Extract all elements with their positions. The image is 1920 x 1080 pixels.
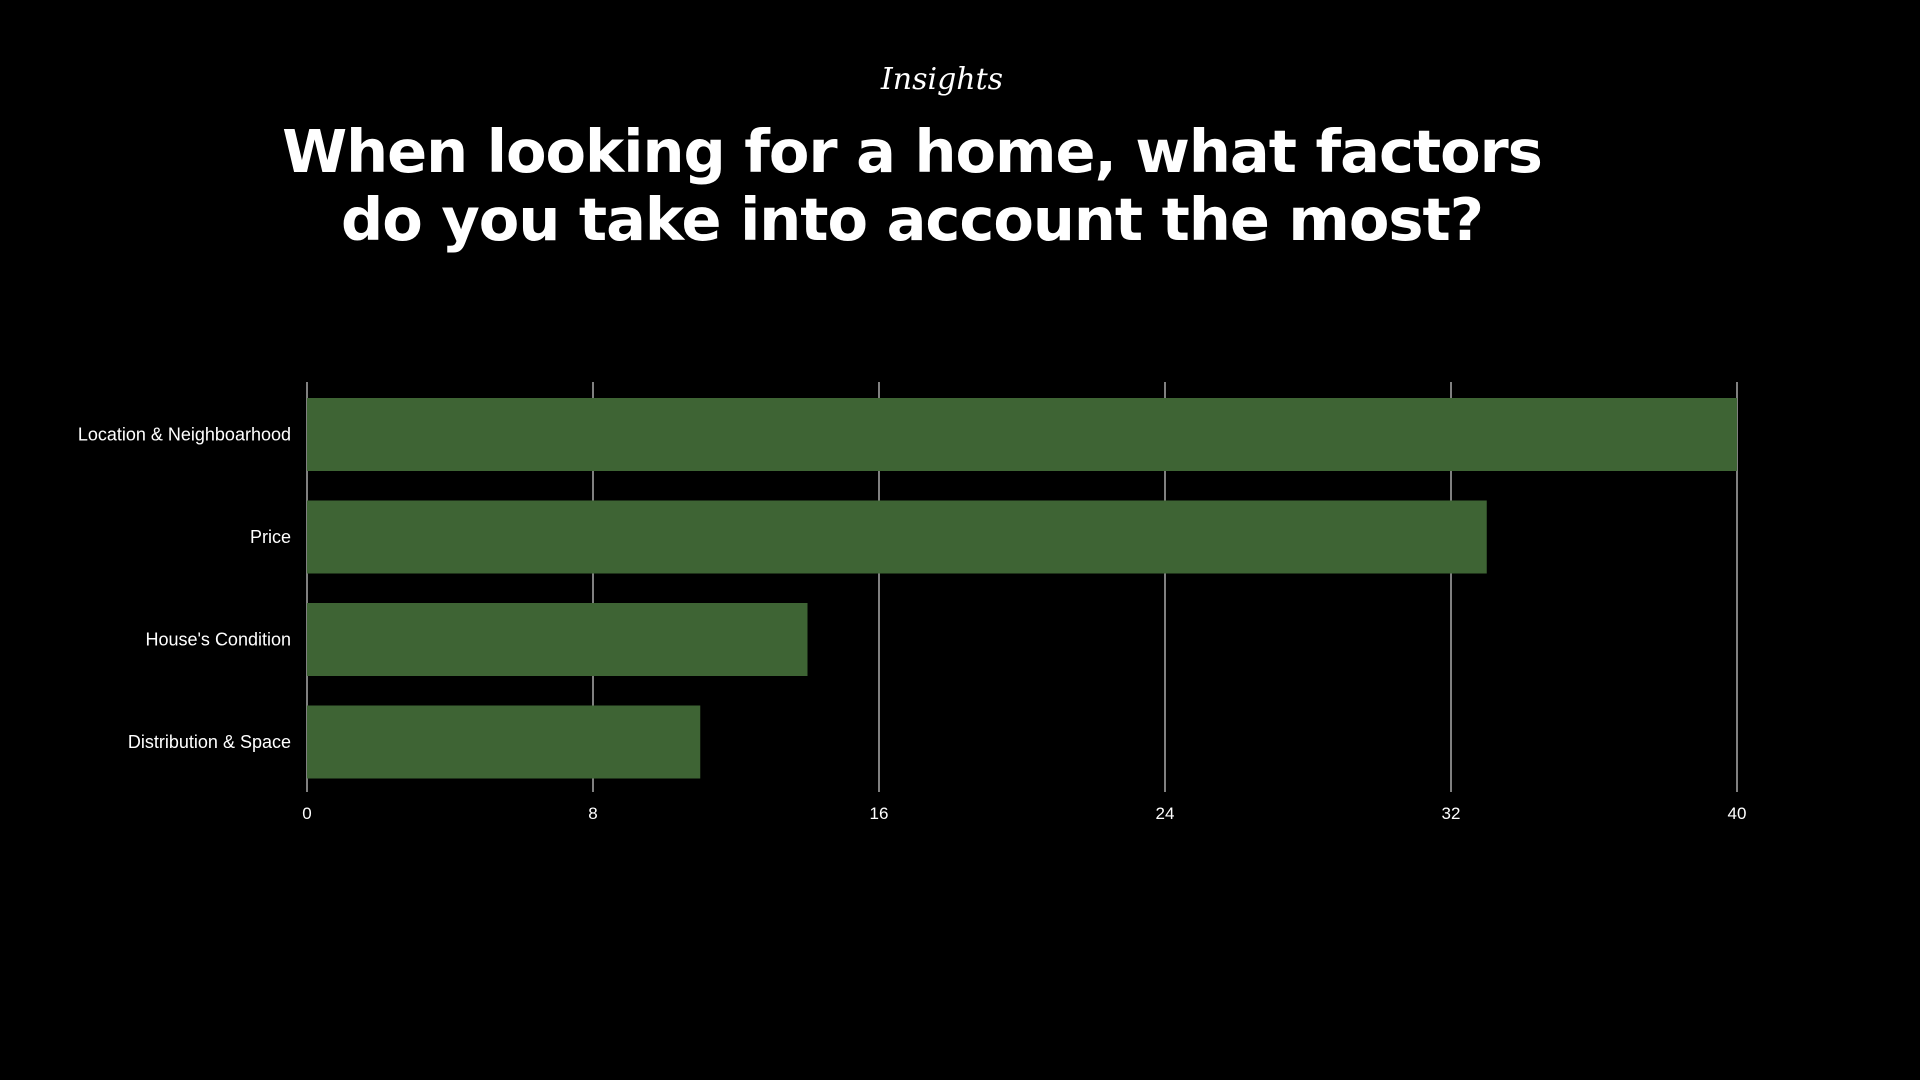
x-tick-label: 16 xyxy=(870,804,889,823)
x-tick-label: 24 xyxy=(1156,804,1175,823)
x-axis-tick-labels: 0 8 16 24 32 40 xyxy=(302,804,1746,823)
x-tick-label: 0 xyxy=(302,804,311,823)
x-tick-label: 8 xyxy=(588,804,597,823)
category-label: House's Condition xyxy=(145,630,291,650)
page-title: When looking for a home, what factors do… xyxy=(282,117,1543,254)
eyebrow-label: Insights xyxy=(880,62,1004,97)
x-tick-label: 40 xyxy=(1728,804,1747,823)
x-tick-label: 32 xyxy=(1442,804,1461,823)
bars xyxy=(307,398,1737,779)
bar xyxy=(307,398,1737,471)
category-label: Distribution & Space xyxy=(128,732,291,752)
category-labels: Location & Neighboarhood Price House's Con… xyxy=(78,425,291,753)
bar xyxy=(307,705,701,779)
bar xyxy=(307,603,808,676)
category-label: Location & Neighboarhood xyxy=(78,425,291,445)
bar xyxy=(307,500,1487,574)
category-label: Price xyxy=(250,527,291,547)
